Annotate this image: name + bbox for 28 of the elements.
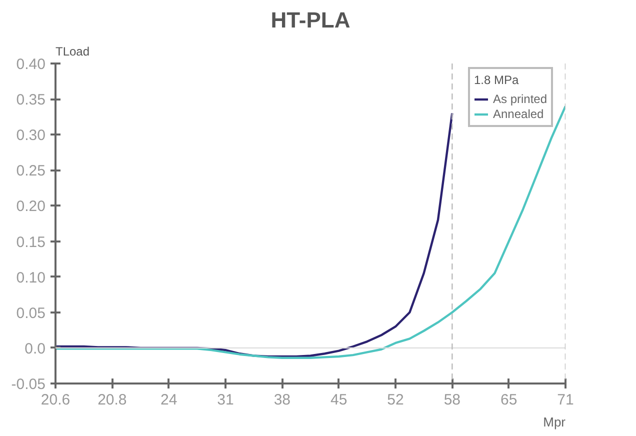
y-tick-label: -0.05 (11, 376, 46, 393)
x-tick-label: 45 (330, 392, 348, 408)
x-tick-label: 20.8 (98, 392, 127, 408)
line-series (56, 105, 566, 359)
x-tick-label: 58 (444, 392, 461, 408)
y-tick-label: 0.05 (16, 304, 46, 322)
y-tick-label: 0.15 (16, 234, 46, 251)
x-tick-label: 38 (274, 392, 291, 408)
x-axis-title: Mpr (543, 414, 566, 430)
y-tick-label: 0.40 (16, 56, 46, 73)
x-tick-label: 71 (557, 392, 574, 408)
x-tick-label: 65 (500, 392, 518, 408)
x-tick-label: 24 (160, 392, 178, 408)
x-tick-label: 20.6 (40, 392, 70, 408)
y-axis-title: TLoad (56, 44, 90, 58)
y-tick-label: 0.25 (16, 162, 46, 180)
y-tick-label: 0.0 (24, 340, 46, 358)
y-tick-label: 0.20 (16, 198, 46, 216)
legend-label: As printed (493, 92, 548, 106)
x-tick-label: 31 (217, 392, 234, 408)
chart-title: HT-PLA (270, 8, 350, 32)
x-tick-label: 52 (387, 392, 404, 408)
y-tick-label: 0.10 (16, 269, 46, 286)
line-series (56, 112, 454, 358)
y-tick-label: 0.35 (16, 92, 46, 109)
legend-title: 1.8 MPa (474, 73, 520, 87)
y-tick-label: 0.30 (16, 127, 46, 144)
legend-label: Annealed (493, 107, 544, 121)
